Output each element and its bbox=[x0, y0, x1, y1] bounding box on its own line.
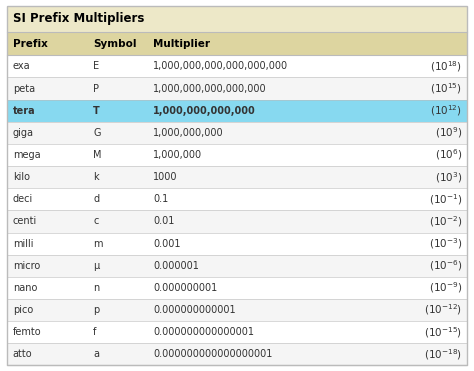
Text: tera: tera bbox=[13, 106, 36, 116]
Text: 0.000000001: 0.000000001 bbox=[153, 283, 217, 293]
Text: $(10^{-1})$: $(10^{-1})$ bbox=[428, 192, 462, 207]
Text: exa: exa bbox=[13, 61, 30, 71]
Bar bbox=[7, 299, 467, 321]
Text: 0.000000000000000001: 0.000000000000000001 bbox=[153, 349, 273, 359]
Text: femto: femto bbox=[13, 327, 41, 337]
Bar bbox=[7, 210, 467, 233]
Bar bbox=[7, 78, 467, 99]
Text: $(10^{-15})$: $(10^{-15})$ bbox=[424, 325, 462, 339]
Text: f: f bbox=[93, 327, 97, 337]
Text: a: a bbox=[93, 349, 99, 359]
Text: p: p bbox=[93, 305, 100, 315]
Text: milli: milli bbox=[13, 239, 33, 249]
Text: Prefix: Prefix bbox=[13, 39, 48, 49]
Text: 1,000,000,000,000,000: 1,000,000,000,000,000 bbox=[153, 83, 267, 93]
Text: $(10^{3})$: $(10^{3})$ bbox=[435, 170, 462, 184]
Text: M: M bbox=[93, 150, 102, 160]
Text: μ: μ bbox=[93, 261, 100, 271]
Text: $(10^{-2})$: $(10^{-2})$ bbox=[428, 214, 462, 229]
Bar bbox=[7, 6, 467, 32]
Text: pico: pico bbox=[13, 305, 33, 315]
Text: nano: nano bbox=[13, 283, 37, 293]
Text: centi: centi bbox=[13, 216, 37, 226]
Text: Symbol: Symbol bbox=[93, 39, 137, 49]
Text: 0.000001: 0.000001 bbox=[153, 261, 199, 271]
Text: G: G bbox=[93, 128, 101, 138]
Bar bbox=[7, 321, 467, 343]
Bar bbox=[7, 55, 467, 78]
Text: $(10^{6})$: $(10^{6})$ bbox=[435, 148, 462, 162]
Text: $(10^{9})$: $(10^{9})$ bbox=[435, 125, 462, 140]
Text: 0.1: 0.1 bbox=[153, 194, 168, 204]
Text: peta: peta bbox=[13, 83, 35, 93]
Text: $(10^{-12})$: $(10^{-12})$ bbox=[424, 303, 462, 318]
Bar bbox=[7, 233, 467, 255]
Text: 1,000,000,000,000: 1,000,000,000,000 bbox=[153, 106, 256, 116]
Text: 0.000000000000001: 0.000000000000001 bbox=[153, 327, 254, 337]
Text: 1,000,000: 1,000,000 bbox=[153, 150, 202, 160]
Text: E: E bbox=[93, 61, 100, 71]
Bar bbox=[7, 144, 467, 166]
Text: atto: atto bbox=[13, 349, 32, 359]
Text: $(10^{-18})$: $(10^{-18})$ bbox=[424, 347, 462, 362]
Text: P: P bbox=[93, 83, 99, 93]
Text: k: k bbox=[93, 172, 99, 182]
Bar bbox=[7, 188, 467, 210]
Text: 1,000,000,000: 1,000,000,000 bbox=[153, 128, 224, 138]
Bar bbox=[7, 277, 467, 299]
Text: m: m bbox=[93, 239, 103, 249]
Text: c: c bbox=[93, 216, 99, 226]
Text: $(10^{-9})$: $(10^{-9})$ bbox=[428, 280, 462, 295]
Text: d: d bbox=[93, 194, 100, 204]
Text: kilo: kilo bbox=[13, 172, 30, 182]
Text: n: n bbox=[93, 283, 100, 293]
Text: micro: micro bbox=[13, 261, 40, 271]
Text: 1,000,000,000,000,000,000: 1,000,000,000,000,000,000 bbox=[153, 61, 288, 71]
Text: $(10^{15})$: $(10^{15})$ bbox=[430, 81, 462, 96]
Bar bbox=[7, 166, 467, 188]
Bar bbox=[7, 99, 467, 122]
Bar bbox=[7, 122, 467, 144]
Text: 1000: 1000 bbox=[153, 172, 178, 182]
Text: 0.001: 0.001 bbox=[153, 239, 181, 249]
Text: Multiplier: Multiplier bbox=[153, 39, 210, 49]
Bar bbox=[7, 32, 467, 55]
Bar bbox=[7, 343, 467, 365]
Text: $(10^{-3})$: $(10^{-3})$ bbox=[428, 236, 462, 251]
Text: T: T bbox=[93, 106, 100, 116]
Text: $(10^{18})$: $(10^{18})$ bbox=[430, 59, 462, 74]
Bar bbox=[7, 255, 467, 277]
Text: SI Prefix Multipliers: SI Prefix Multipliers bbox=[13, 12, 144, 26]
Text: $(10^{-6})$: $(10^{-6})$ bbox=[428, 258, 462, 273]
Text: 0.01: 0.01 bbox=[153, 216, 174, 226]
Text: mega: mega bbox=[13, 150, 40, 160]
Text: 0.000000000001: 0.000000000001 bbox=[153, 305, 236, 315]
Text: giga: giga bbox=[13, 128, 34, 138]
Text: deci: deci bbox=[13, 194, 33, 204]
Text: $(10^{12})$: $(10^{12})$ bbox=[430, 103, 462, 118]
